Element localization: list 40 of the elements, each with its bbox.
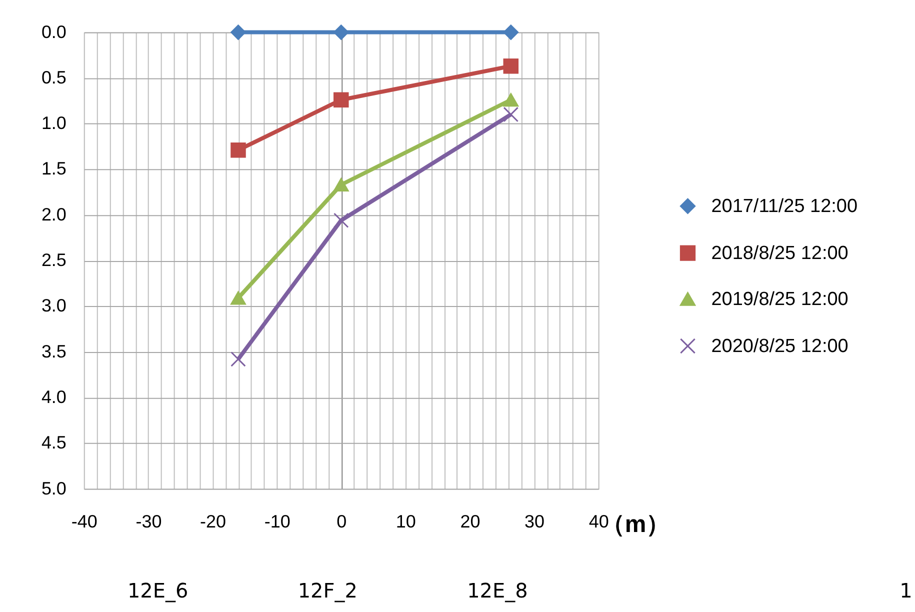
y-tick-label: 1.5 (41, 158, 66, 179)
x-tick-label: -20 (200, 511, 226, 532)
x-tick-label: -40 (71, 511, 98, 532)
point (333, 178, 349, 192)
point (230, 291, 246, 305)
y-tick-label: 5.0 (41, 478, 66, 498)
point (333, 24, 349, 40)
y-tick-label: 4.5 (41, 432, 66, 453)
x-tick-label: -30 (136, 511, 162, 532)
x-tick-label: 0 (336, 511, 347, 532)
point (230, 352, 246, 367)
point (503, 93, 519, 107)
text: 12E_8 (467, 578, 528, 603)
legend-label: 2017/11/25 12:00 (711, 196, 858, 218)
legend-label: 2019/8/25 12:00 (711, 289, 848, 310)
point (230, 24, 246, 40)
x-tick-label: 40 (588, 511, 609, 532)
point (503, 106, 519, 122)
x-tick-label: 30 (524, 511, 545, 532)
point (333, 212, 349, 228)
y-tick-label: 1.0 (41, 113, 66, 134)
y-tick-label: 2.5 (41, 250, 66, 270)
y-tick-label: 3.0 (41, 296, 66, 316)
point (333, 92, 349, 108)
x-tick-label: 20 (460, 511, 480, 532)
x-tick-label: 10 (396, 511, 416, 532)
legend-label: 2018/8/25 12:00 (711, 243, 848, 264)
y-tick-label: 3.5 (41, 341, 66, 362)
y-tick-label: 2.0 (41, 204, 66, 224)
y-tick-label: 4.0 (41, 386, 66, 407)
point (230, 142, 246, 158)
y-tick-label: 0.0 (41, 22, 66, 42)
text: 1 (900, 578, 912, 603)
point (503, 24, 519, 40)
point (503, 58, 519, 74)
text: 12F_2 (298, 578, 358, 603)
y-tick-label: 0.5 (41, 67, 66, 88)
x-tick-label: -10 (264, 511, 290, 532)
legend-label: 2020/8/25 12:00 (711, 336, 848, 357)
text: 12E_6 (127, 578, 188, 603)
